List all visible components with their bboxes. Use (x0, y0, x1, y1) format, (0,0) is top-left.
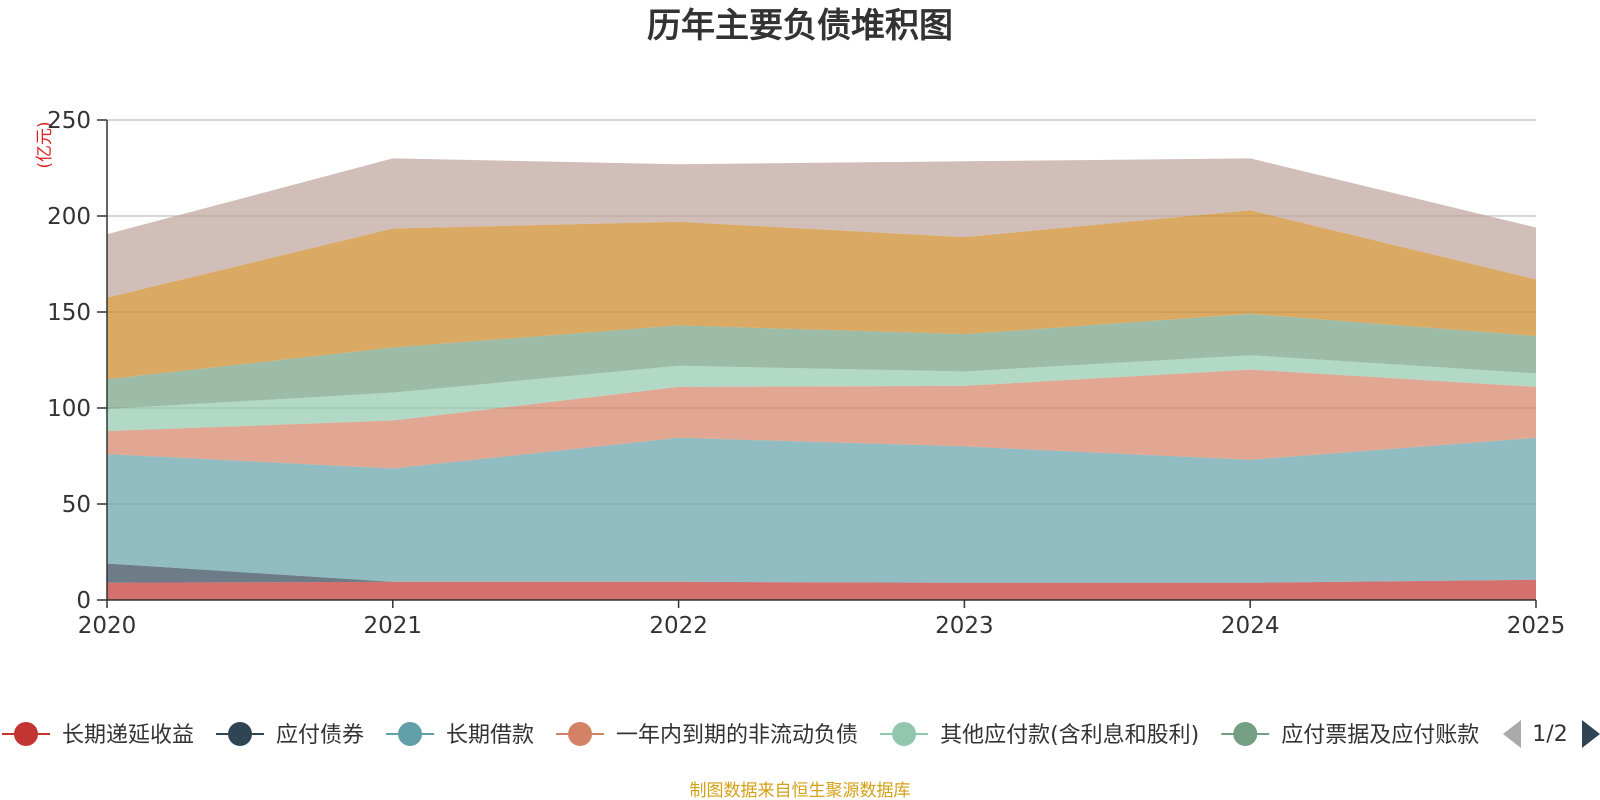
legend-marker-1 (228, 722, 253, 746)
area-series-0[interactable] (107, 579, 1536, 600)
area-series-7[interactable] (107, 158, 1536, 298)
legend-item-2[interactable]: 长期借款 (386, 722, 534, 748)
area-series-2[interactable] (107, 437, 1536, 583)
x-tick-label-2022: 2022 (649, 613, 708, 639)
legend: 长期递延收益 应付债券 长期借款 一年内到期的非流动负债 其他应付款(含利息和股利) 应付… (2, 722, 1479, 748)
legend-item-0[interactable]: 长期递延收益 (2, 722, 194, 748)
y-tick-label-100: 100 (47, 396, 91, 422)
x-tick-label-2024: 2024 (1221, 613, 1280, 639)
x-tick-label-2023: 2023 (935, 613, 994, 639)
legend-marker-2 (398, 722, 423, 746)
legend-next-page-icon[interactable] (1582, 720, 1600, 748)
legend-marker-5 (1233, 722, 1258, 746)
legend-page-indicator: 1/2 (1532, 722, 1567, 747)
y-axis-unit-label: (亿元) (35, 121, 55, 168)
legend-item-3[interactable]: 一年内到期的非流动负债 (556, 722, 858, 748)
legend-label-3: 一年内到期的非流动负债 (616, 723, 858, 748)
y-tick-label-200: 200 (47, 204, 91, 230)
area-series-3[interactable] (107, 369, 1536, 469)
legend-item-4[interactable]: 其他应付款(含利息和股利) (880, 722, 1199, 748)
legend-label-0: 长期递延收益 (62, 723, 194, 748)
area-series-5[interactable] (107, 313, 1536, 409)
stacked-areas (107, 158, 1536, 600)
x-tick-label-2025: 2025 (1507, 613, 1566, 639)
legend-marker-4 (892, 722, 917, 746)
legend-label-2: 长期借款 (446, 723, 534, 748)
legend-items: 长期递延收益 应付债券 长期借款 一年内到期的非流动负债 其他应付款(含利息和股利) 应付… (2, 722, 1479, 748)
y-tick-label-50: 50 (62, 492, 91, 518)
y-tick-label-0: 0 (76, 588, 91, 614)
area-series-6[interactable] (107, 210, 1536, 380)
legend-marker-3 (568, 722, 593, 746)
legend-prev-page-icon[interactable] (1503, 720, 1521, 748)
area-series-4[interactable] (107, 355, 1536, 431)
x-tick-label-2021: 2021 (364, 613, 423, 639)
x-tick-label-2020: 2020 (78, 613, 137, 639)
legend-marker-0 (14, 722, 38, 746)
chart-title: 历年主要负债堆积图 (647, 6, 953, 46)
legend-item-1[interactable]: 应付债券 (216, 722, 364, 748)
y-tick-label-150: 150 (47, 300, 91, 326)
legend-label-5: 应付票据及应付账款 (1281, 723, 1479, 748)
legend-pager: 1/2 (1503, 720, 1600, 748)
data-source-note: 制图数据来自恒生聚源数据库 (690, 781, 911, 800)
legend-label-1: 应付债券 (276, 723, 364, 748)
area-series-1[interactable] (107, 563, 1536, 583)
legend-label-4: 其他应付款(含利息和股利) (940, 723, 1199, 748)
y-tick-label-250: 250 (47, 108, 91, 134)
legend-item-5[interactable]: 应付票据及应付账款 (1221, 722, 1479, 748)
axes: 0 50 100 150 200 250 2020 2021 2022 2023 2024 2025 (47, 108, 1565, 639)
